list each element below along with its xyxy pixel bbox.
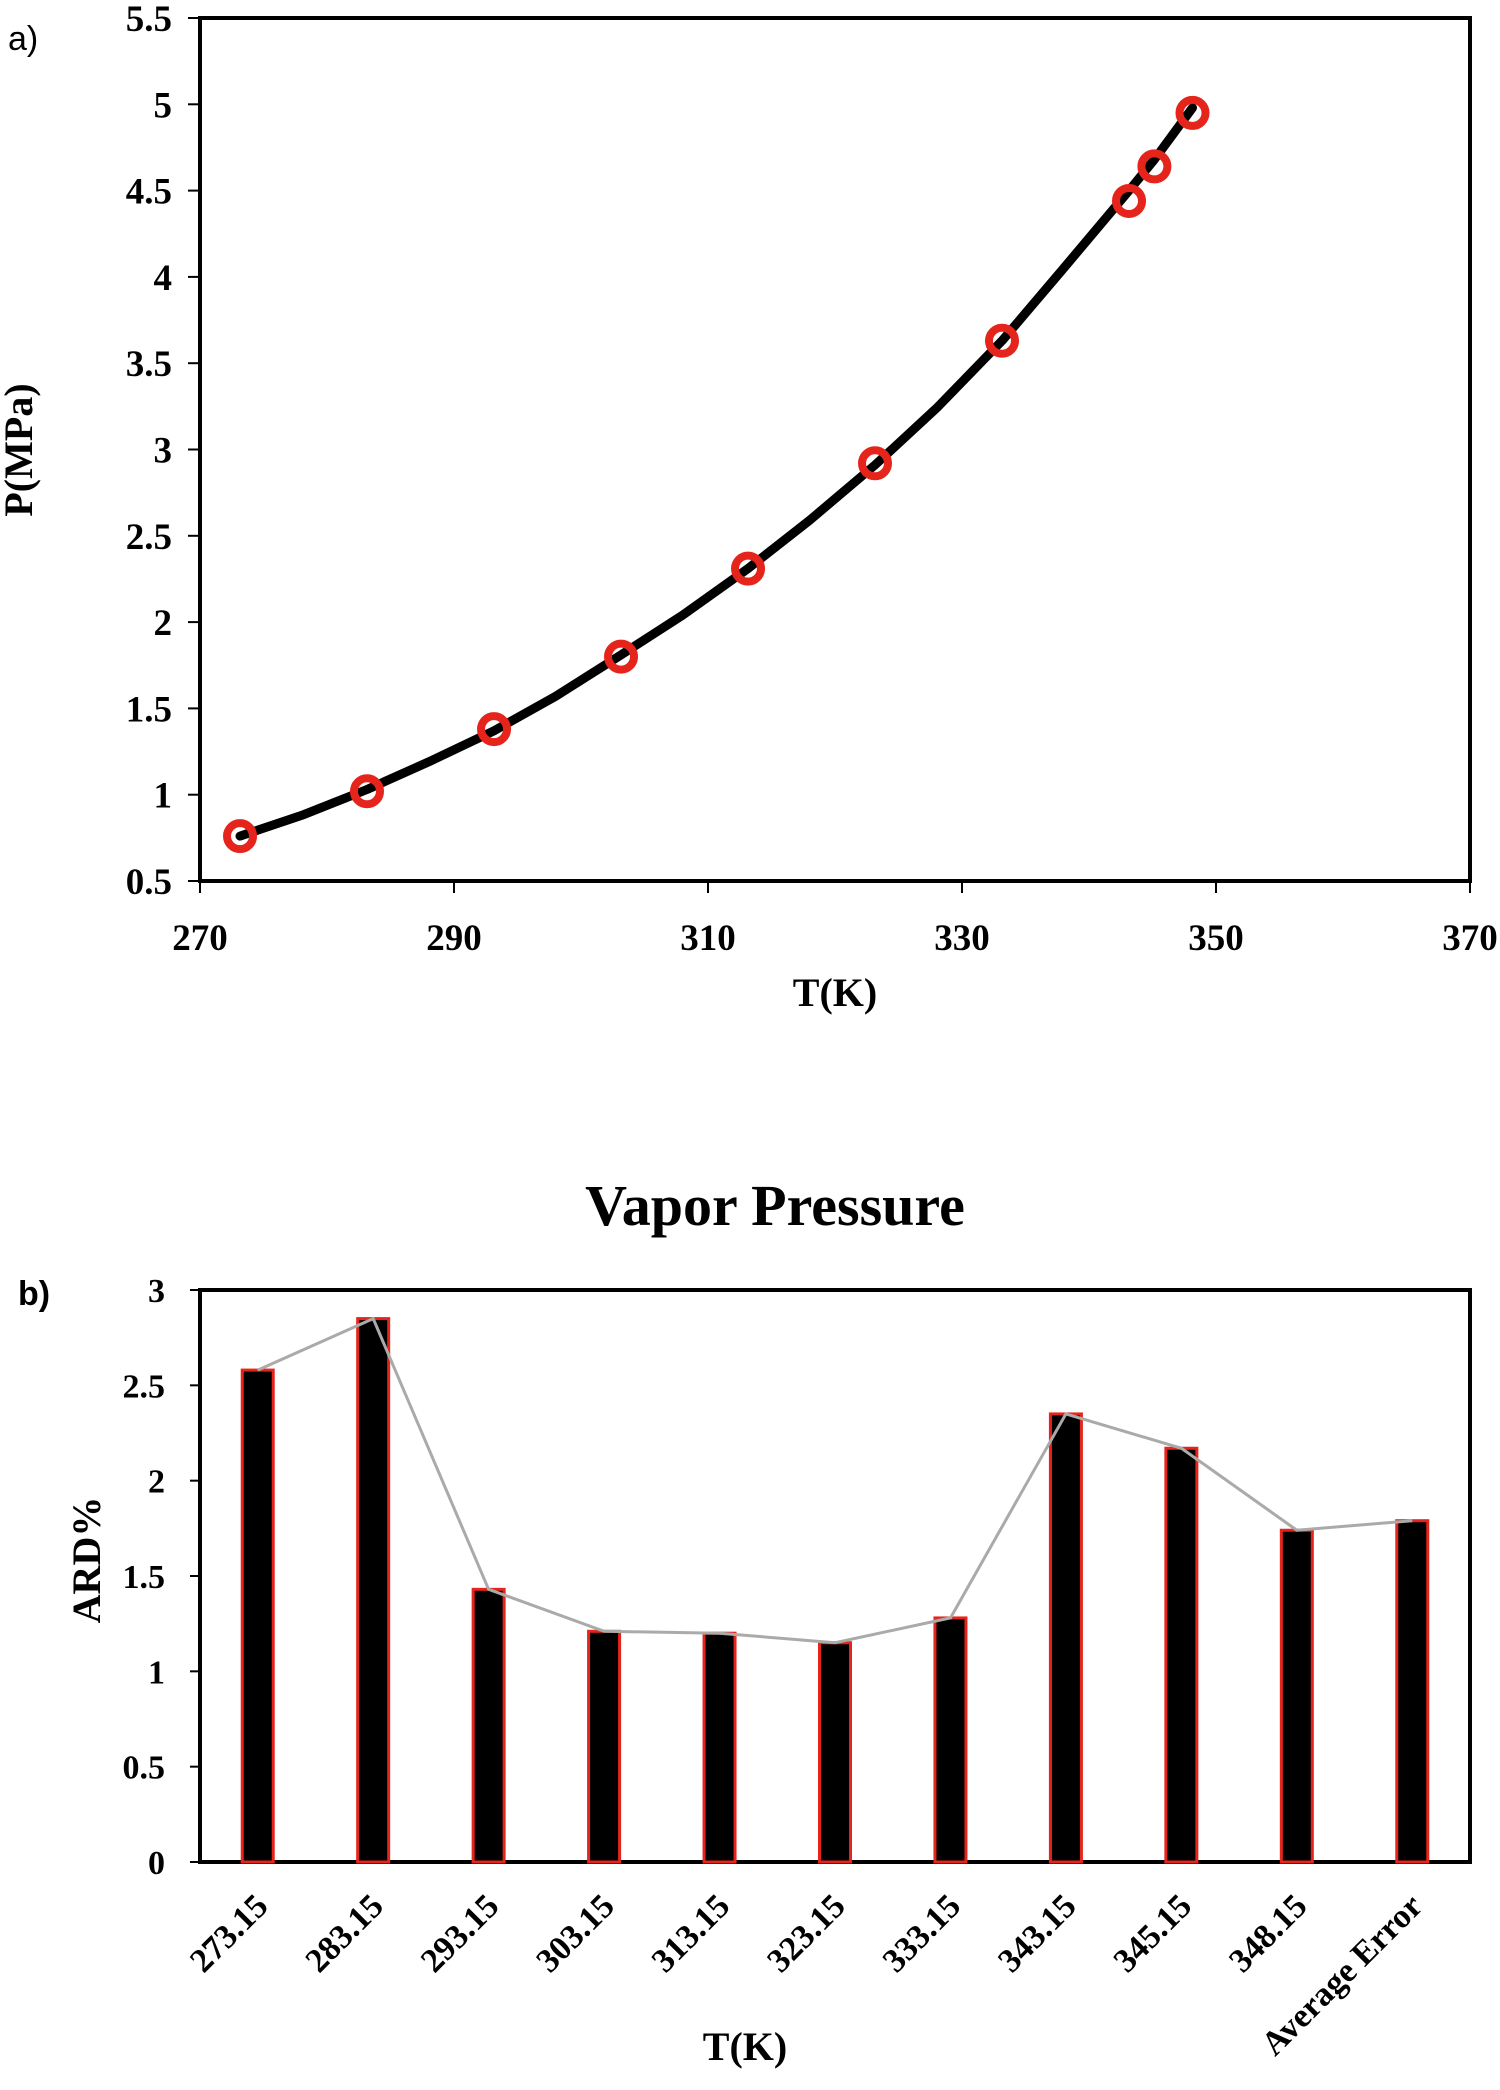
chart-b-x-tick-label: 343.15 bbox=[991, 1887, 1083, 1979]
chart-b-bar bbox=[356, 1317, 391, 1864]
panel-label-a: a) bbox=[8, 20, 39, 58]
chart-a-model-line bbox=[235, 103, 1197, 841]
chart-b-x-tick-label: 303.15 bbox=[529, 1887, 621, 1979]
chart-a-x-tick-label: 370 bbox=[1442, 918, 1498, 959]
chart-b-bar bbox=[1279, 1528, 1314, 1864]
chart-b-x-tick-label: 293.15 bbox=[414, 1887, 506, 1979]
chart-a-x-axis-label: T(K) bbox=[793, 970, 877, 1015]
chart-a-y-tick-label: 5.5 bbox=[126, 0, 172, 40]
chart-a-data-point bbox=[223, 819, 258, 854]
chart-a-data-point bbox=[1112, 183, 1147, 218]
chart-a-data-point bbox=[350, 774, 385, 809]
chart-b-bar bbox=[1164, 1446, 1199, 1864]
chart-b-bar bbox=[240, 1368, 275, 1864]
chart-a-x-tick-label: 350 bbox=[1188, 918, 1244, 959]
chart-a-data-point bbox=[604, 639, 639, 674]
chart-b-y-axis-label: ARD% bbox=[64, 1497, 109, 1624]
chart-a-y-tick-label: 1.5 bbox=[126, 689, 172, 730]
chart-b-bar bbox=[1395, 1519, 1430, 1864]
chart-b-bar bbox=[587, 1629, 622, 1864]
chart-b-y-tick-label: 0.5 bbox=[123, 1750, 166, 1787]
chart-b-x-tick-label: 348.15 bbox=[1222, 1887, 1314, 1979]
chart-a-data-point bbox=[477, 712, 512, 747]
panel-label-b: b) bbox=[18, 1275, 51, 1313]
chart-a-data-point bbox=[858, 446, 893, 481]
chart-a-y-tick-label: 0.5 bbox=[126, 862, 172, 903]
chart-b-x-tick-label: 323.15 bbox=[760, 1887, 852, 1979]
chart-a-y-tick-label: 5 bbox=[154, 85, 173, 126]
chart-a-data-point bbox=[985, 323, 1020, 358]
chart-b-y-tick-label: 1 bbox=[148, 1654, 165, 1691]
chart-b-x-tick-label: 333.15 bbox=[876, 1887, 968, 1979]
chart-b-x-tick-label: 313.15 bbox=[645, 1887, 737, 1979]
chart-a-data-point bbox=[1137, 149, 1172, 184]
chart-b-x-axis-label: T(K) bbox=[703, 2024, 787, 2069]
chart-b-y-tick-label: 3 bbox=[148, 1273, 165, 1310]
chart-a-y-axis-label: P(MPa) bbox=[0, 383, 41, 516]
chart-b-y-tick-label: 1.5 bbox=[123, 1559, 166, 1596]
chart-b-y-tick-label: 0 bbox=[148, 1845, 165, 1882]
chart-a-x-tick-label: 290 bbox=[426, 918, 482, 959]
chart-b-y-tick-label: 2.5 bbox=[123, 1368, 166, 1405]
chart-a-y-tick-label: 4 bbox=[154, 258, 173, 299]
chart-b-x-tick-label: 345.15 bbox=[1107, 1887, 1199, 1979]
chart-a-x-tick-label: 270 bbox=[172, 918, 228, 959]
chart-a-y-tick-label: 1 bbox=[154, 776, 173, 817]
chart-b-y-tick-label: 2 bbox=[148, 1464, 165, 1501]
chart-b-x-tick-label: 273.15 bbox=[183, 1887, 275, 1979]
chart-b-bar bbox=[818, 1641, 852, 1864]
chart-b-bar bbox=[471, 1587, 506, 1864]
chart-a-y-tick-label: 4.5 bbox=[126, 172, 172, 213]
chart-a-y-tick-label: 3 bbox=[154, 431, 173, 472]
chart-a-y-tick-label: 2.5 bbox=[126, 517, 172, 558]
chart-a-x-tick-label: 330 bbox=[934, 918, 990, 959]
chart-a-y-tick-label: 3.5 bbox=[126, 344, 172, 385]
chart-b-title: Vapor Pressure bbox=[585, 1173, 965, 1238]
chart-a-data-point bbox=[1175, 95, 1210, 130]
chart-b-x-tick-label: 283.15 bbox=[299, 1887, 391, 1979]
chart-b-trend-line bbox=[257, 1316, 1413, 1645]
chart-b-bar bbox=[933, 1616, 968, 1864]
chart-a-x-tick-label: 310 bbox=[680, 918, 736, 959]
chart-a-y-tick-label: 2 bbox=[154, 603, 173, 644]
chart-b-bar bbox=[702, 1631, 737, 1864]
chart-b-bar bbox=[1048, 1412, 1083, 1864]
chart-a-vapor-pressure-curve: 270 290 310 330 350 370 0.5 1 1.5 2 2.5 3 3.5 4 4.5 5 5.… bbox=[0, 0, 1498, 1015]
chart-a-data-point bbox=[731, 551, 766, 586]
